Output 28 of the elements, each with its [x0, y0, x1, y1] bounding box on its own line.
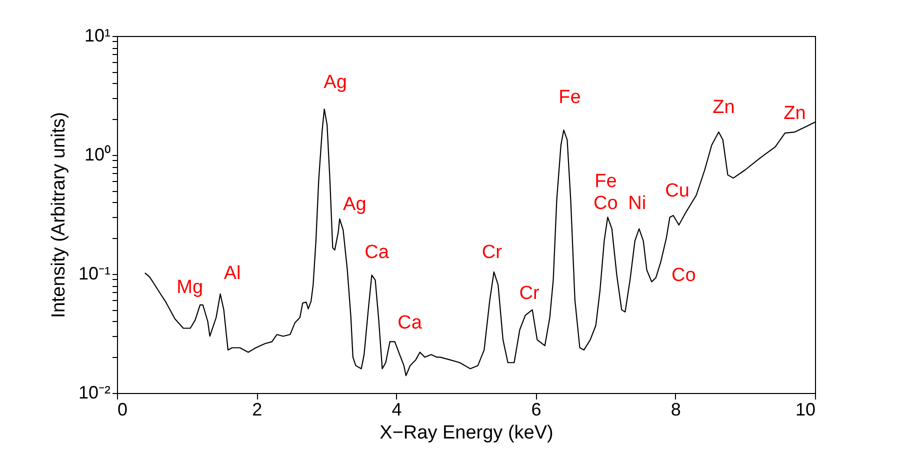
annotation: Zn — [784, 103, 806, 124]
y-tick-label: 10⁻¹ — [78, 264, 111, 284]
y-tick-label: 10⁻² — [78, 382, 111, 402]
x-axis-title: X−Ray Energy (keV) — [380, 422, 554, 444]
y-tick-label: 10¹ — [84, 26, 111, 46]
annotation: Fe — [558, 87, 581, 108]
annotation: Ca — [364, 242, 390, 264]
x-tick-label: 6 — [531, 400, 542, 420]
annotation: Zn — [712, 97, 735, 118]
x-tick-label: 10 — [795, 400, 816, 420]
annotation: Ni — [628, 192, 646, 214]
annotation: Al — [224, 262, 241, 284]
annotation: Ca — [398, 312, 422, 334]
annotation: Cr — [519, 282, 540, 304]
annotation: Co — [594, 193, 618, 214]
x-tick-label: 2 — [252, 400, 262, 420]
x-tick-label: 0 — [118, 400, 128, 420]
annotation: Ag — [343, 194, 366, 215]
annotation: Co — [672, 264, 696, 286]
annotation: Ag — [324, 72, 347, 94]
annotation: Cr — [482, 242, 503, 263]
annotation: Fe — [594, 171, 617, 192]
x-tick-label: 4 — [392, 400, 402, 420]
y-tick-label: 10⁰ — [84, 144, 110, 164]
annotation: Mg — [176, 276, 204, 298]
y-axis-title: Intensity (Arbitrary units) — [48, 112, 70, 318]
annotation: Cu — [665, 180, 690, 202]
x-tick-label: 8 — [670, 400, 681, 420]
